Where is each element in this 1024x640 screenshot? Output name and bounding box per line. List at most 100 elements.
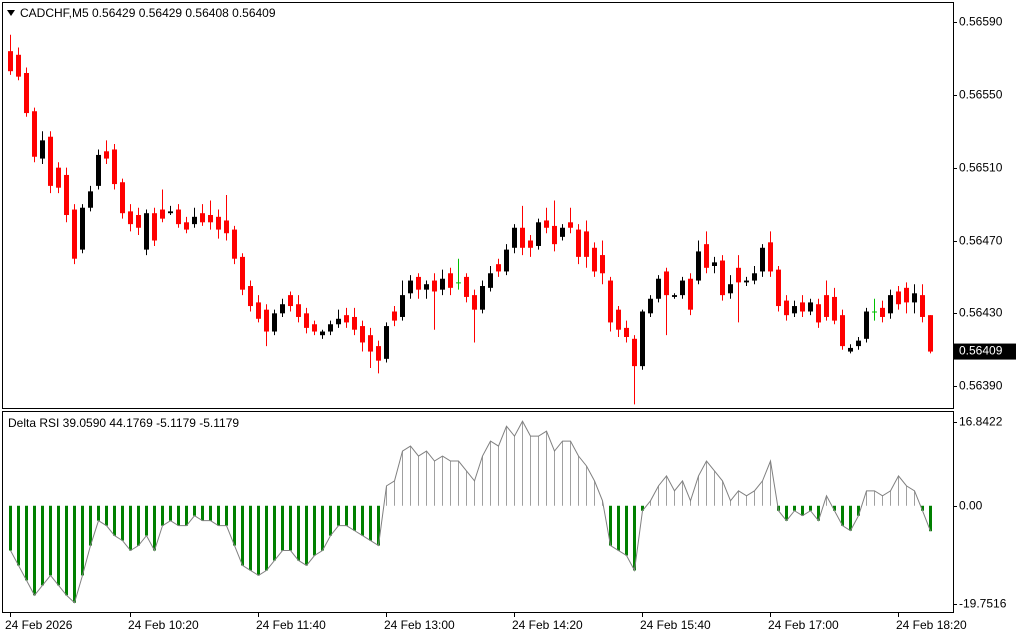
candle-body — [904, 287, 909, 303]
histogram-bar — [65, 505, 68, 596]
candle-body — [760, 247, 765, 272]
histogram-bar — [641, 505, 644, 511]
indicator-line — [10, 420, 931, 604]
candle-body — [544, 220, 549, 228]
histogram-bar — [209, 505, 212, 521]
candle-body — [448, 273, 453, 288]
candle-body — [64, 174, 69, 216]
candle-body — [640, 311, 645, 367]
candle-body — [192, 216, 197, 225]
histogram-bar — [193, 505, 196, 516]
candle-body — [720, 260, 725, 296]
x-tick-label: 24 Feb 2026 — [5, 618, 73, 632]
x-tick-label: 24 Feb 15:40 — [640, 618, 711, 632]
candle-body — [120, 182, 125, 214]
histogram-bar — [25, 505, 28, 581]
candle-body — [784, 300, 789, 316]
candle-body — [128, 211, 133, 225]
candle-body — [592, 247, 597, 272]
candle-body — [168, 211, 173, 214]
histogram-bar — [833, 505, 836, 511]
candle-body — [384, 326, 389, 359]
candle-body — [216, 216, 221, 230]
candle-body — [240, 256, 245, 290]
histogram-bar — [225, 505, 228, 526]
histogram-bar — [241, 505, 244, 566]
last-price-label: 0.56409 — [959, 344, 1003, 358]
candle-body — [256, 302, 261, 319]
candle-body — [504, 249, 509, 272]
candle-body — [288, 295, 293, 307]
candle-body — [848, 347, 853, 352]
candle-body — [16, 54, 21, 77]
histogram-bar — [313, 505, 316, 556]
candle-body — [184, 222, 189, 230]
x-tick-label: 24 Feb 10:20 — [128, 618, 199, 632]
candle-body — [32, 111, 37, 157]
candle-body — [408, 280, 413, 294]
candle-body — [104, 151, 109, 159]
candle-body — [400, 295, 405, 317]
price-tick-label: 0.56470 — [959, 234, 1003, 248]
candle-body — [56, 167, 61, 188]
histogram-bar — [617, 505, 620, 551]
candle-body — [776, 269, 781, 307]
histogram-bar — [817, 505, 820, 521]
x-tick-label: 24 Feb 17:00 — [768, 618, 839, 632]
candle-body — [48, 136, 53, 186]
candle-body — [752, 273, 757, 281]
histogram-bar — [809, 505, 812, 511]
candle-body — [872, 311, 877, 313]
candle-body — [368, 335, 373, 352]
x-tick-label: 24 Feb 14:20 — [512, 618, 583, 632]
collapse-icon — [7, 10, 15, 16]
candle-body — [432, 280, 437, 292]
candle-body — [624, 327, 629, 337]
histogram-bar — [81, 505, 84, 576]
candle-body — [888, 295, 893, 314]
x-tick-label: 24 Feb 18:20 — [896, 618, 967, 632]
candle-body — [528, 240, 533, 248]
histogram-bar — [41, 505, 44, 586]
candle-body — [656, 278, 661, 299]
candle-body — [688, 278, 693, 310]
candle-body — [576, 229, 581, 257]
candle-body — [80, 207, 85, 250]
candle-body — [664, 271, 669, 296]
histogram-bar — [289, 505, 292, 551]
candle-body — [744, 280, 749, 283]
price-tick-label: 0.56430 — [959, 306, 1003, 320]
histogram-bar — [849, 505, 852, 531]
candle-body — [360, 326, 365, 343]
candle-body — [600, 255, 605, 274]
candle-body — [768, 242, 773, 272]
candle-body — [144, 213, 149, 250]
candle-body — [160, 209, 165, 219]
candle-body — [792, 306, 797, 314]
candle-body — [800, 302, 805, 312]
candle-body — [248, 286, 253, 307]
candle-body — [312, 324, 317, 332]
histogram-bar — [233, 505, 236, 546]
candle-body — [632, 338, 637, 367]
candle-body — [392, 311, 397, 321]
indicator-tick-label: -19.7516 — [959, 597, 1007, 611]
indicator-tick-label: 0.00 — [959, 499, 983, 513]
indicator-title: Delta RSI 39.0590 44.1769 -5.1179 -5.117… — [8, 416, 239, 430]
histogram-bar — [217, 505, 220, 526]
histogram-bar — [57, 505, 60, 586]
candle-body — [648, 298, 653, 314]
candle-body — [864, 311, 869, 339]
histogram-bar — [345, 505, 348, 526]
histogram-bar — [785, 505, 788, 521]
candle-body — [736, 267, 741, 283]
candle-body — [496, 264, 501, 272]
candle-body — [304, 313, 309, 328]
candle-body — [896, 291, 901, 305]
candle-body — [136, 215, 141, 228]
histogram-bar — [249, 505, 252, 571]
candle-body — [824, 295, 829, 317]
candle-body — [704, 244, 709, 268]
